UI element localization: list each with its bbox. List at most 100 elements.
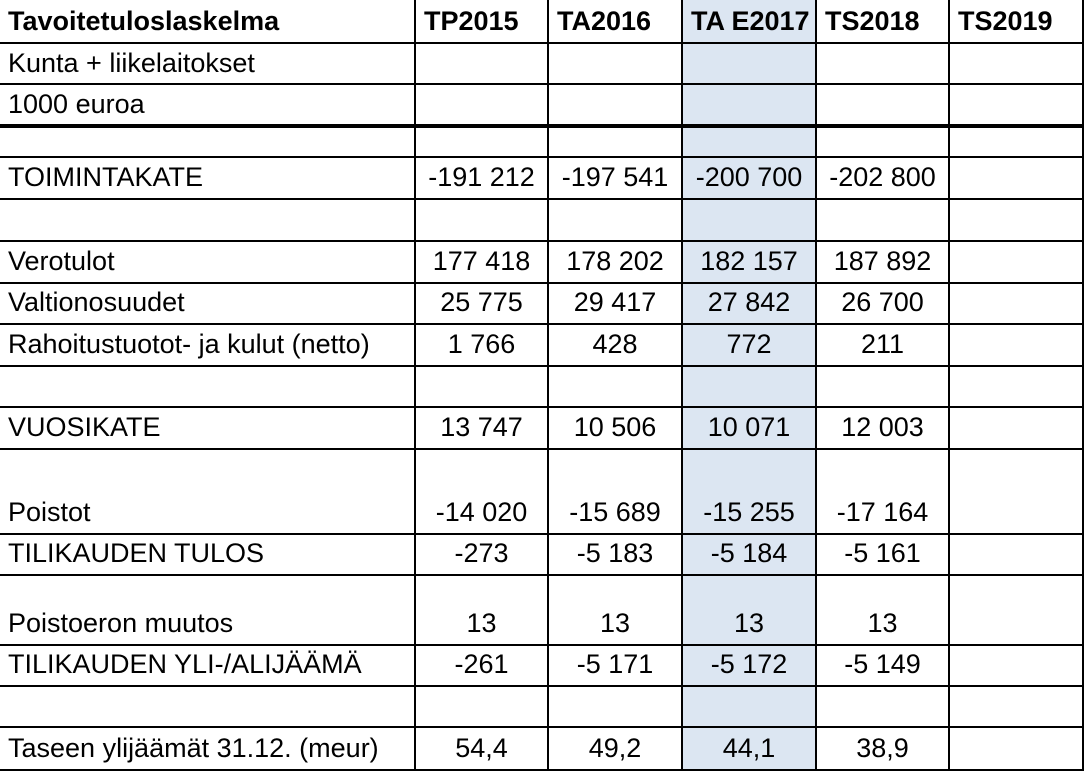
value-cell[interactable] — [416, 200, 549, 242]
value-cell[interactable]: 182 157 — [683, 242, 817, 284]
value-cell[interactable] — [817, 687, 950, 728]
value-cell[interactable] — [950, 325, 1084, 367]
value-cell[interactable]: 177 418 — [416, 242, 549, 284]
value-cell[interactable] — [549, 367, 683, 408]
empty-cell[interactable] — [950, 44, 1084, 85]
column-header-cell[interactable]: TS2018 — [817, 0, 950, 44]
value-cell[interactable] — [950, 450, 1084, 535]
value-cell[interactable]: 211 — [817, 325, 950, 367]
empty-cell[interactable] — [950, 85, 1084, 128]
value-cell[interactable]: -17 164 — [817, 450, 950, 535]
value-cell[interactable]: -14 020 — [416, 450, 549, 535]
row-label-cell[interactable]: TOIMINTAKATE — [0, 158, 416, 200]
row-label-cell[interactable]: VUOSIKATE — [0, 408, 416, 450]
value-cell[interactable] — [817, 200, 950, 242]
subheader-cell[interactable]: 1000 euroa — [0, 85, 416, 128]
row-label-cell[interactable] — [0, 687, 416, 728]
value-cell[interactable]: 27 842 — [683, 284, 817, 325]
empty-cell[interactable] — [416, 85, 549, 128]
value-cell[interactable] — [950, 128, 1084, 158]
row-label-cell[interactable]: Taseen ylijäämät 31.12. (meur) — [0, 728, 416, 771]
empty-cell[interactable] — [683, 44, 817, 85]
value-cell[interactable]: -273 — [416, 535, 549, 576]
row-label-cell[interactable]: Rahoitustuotot- ja kulut (netto) — [0, 325, 416, 367]
value-cell[interactable]: 10 071 — [683, 408, 817, 450]
value-cell[interactable] — [950, 200, 1084, 242]
value-cell[interactable]: -5 149 — [817, 646, 950, 687]
value-cell[interactable]: 38,9 — [817, 728, 950, 771]
value-cell[interactable] — [950, 576, 1084, 646]
column-header-cell[interactable]: TP2015 — [416, 0, 549, 44]
value-cell[interactable]: -5 184 — [683, 535, 817, 576]
value-cell[interactable]: -15 255 — [683, 450, 817, 535]
value-cell[interactable] — [950, 728, 1084, 771]
empty-cell[interactable] — [817, 44, 950, 85]
value-cell[interactable] — [950, 535, 1084, 576]
row-label-cell[interactable] — [0, 128, 416, 158]
empty-cell[interactable] — [817, 85, 950, 128]
value-cell[interactable]: -202 800 — [817, 158, 950, 200]
value-cell[interactable]: -200 700 — [683, 158, 817, 200]
value-cell[interactable] — [950, 284, 1084, 325]
value-cell[interactable] — [549, 687, 683, 728]
value-cell[interactable]: 44,1 — [683, 728, 817, 771]
value-cell[interactable] — [950, 687, 1084, 728]
row-label-cell[interactable]: Verotulot — [0, 242, 416, 284]
value-cell[interactable]: 25 775 — [416, 284, 549, 325]
subheader-cell[interactable]: Kunta + liikelaitokset — [0, 44, 416, 85]
row-label-cell[interactable] — [0, 200, 416, 242]
value-cell[interactable] — [549, 128, 683, 158]
row-label-cell[interactable]: TILIKAUDEN TULOS — [0, 535, 416, 576]
value-cell[interactable] — [683, 200, 817, 242]
empty-cell[interactable] — [549, 85, 683, 128]
empty-cell[interactable] — [549, 44, 683, 85]
value-cell[interactable]: 1 766 — [416, 325, 549, 367]
value-cell[interactable]: 49,2 — [549, 728, 683, 771]
value-cell[interactable]: 12 003 — [817, 408, 950, 450]
value-cell[interactable]: 10 506 — [549, 408, 683, 450]
value-cell[interactable]: 13 — [416, 576, 549, 646]
value-cell[interactable] — [683, 687, 817, 728]
value-cell[interactable] — [950, 158, 1084, 200]
value-cell[interactable]: -15 689 — [549, 450, 683, 535]
value-cell[interactable] — [817, 367, 950, 408]
empty-cell[interactable] — [683, 85, 817, 128]
value-cell[interactable] — [950, 367, 1084, 408]
value-cell[interactable] — [950, 408, 1084, 450]
value-cell[interactable]: 13 — [817, 576, 950, 646]
value-cell[interactable] — [416, 128, 549, 158]
row-label-cell[interactable] — [0, 367, 416, 408]
value-cell[interactable]: -191 212 — [416, 158, 549, 200]
value-cell[interactable]: 13 747 — [416, 408, 549, 450]
value-cell[interactable]: 13 — [683, 576, 817, 646]
value-cell[interactable]: 772 — [683, 325, 817, 367]
value-cell[interactable]: 54,4 — [416, 728, 549, 771]
column-header-cell[interactable]: TS2019 — [950, 0, 1084, 44]
value-cell[interactable]: -5 172 — [683, 646, 817, 687]
column-header-cell[interactable]: TA E2017 — [683, 0, 817, 44]
empty-cell[interactable] — [416, 44, 549, 85]
value-cell[interactable] — [950, 646, 1084, 687]
value-cell[interactable]: -5 183 — [549, 535, 683, 576]
value-cell[interactable]: -5 161 — [817, 535, 950, 576]
value-cell[interactable]: 13 — [549, 576, 683, 646]
value-cell[interactable]: 428 — [549, 325, 683, 367]
value-cell[interactable]: 29 417 — [549, 284, 683, 325]
value-cell[interactable]: 178 202 — [549, 242, 683, 284]
value-cell[interactable] — [683, 367, 817, 408]
value-cell[interactable] — [817, 128, 950, 158]
row-label-cell[interactable]: Poistoeron muutos — [0, 576, 416, 646]
value-cell[interactable] — [416, 687, 549, 728]
value-cell[interactable]: -261 — [416, 646, 549, 687]
value-cell[interactable]: 187 892 — [817, 242, 950, 284]
value-cell[interactable] — [416, 367, 549, 408]
value-cell[interactable] — [683, 128, 817, 158]
column-header-cell[interactable]: TA2016 — [549, 0, 683, 44]
row-label-cell[interactable]: Poistot — [0, 450, 416, 535]
table-title-cell[interactable]: Tavoitetuloslaskelma — [0, 0, 416, 44]
value-cell[interactable] — [549, 200, 683, 242]
value-cell[interactable]: -5 171 — [549, 646, 683, 687]
row-label-cell[interactable]: Valtionosuudet — [0, 284, 416, 325]
row-label-cell[interactable]: TILIKAUDEN YLI-/ALIJÄÄMÄ — [0, 646, 416, 687]
value-cell[interactable]: 26 700 — [817, 284, 950, 325]
